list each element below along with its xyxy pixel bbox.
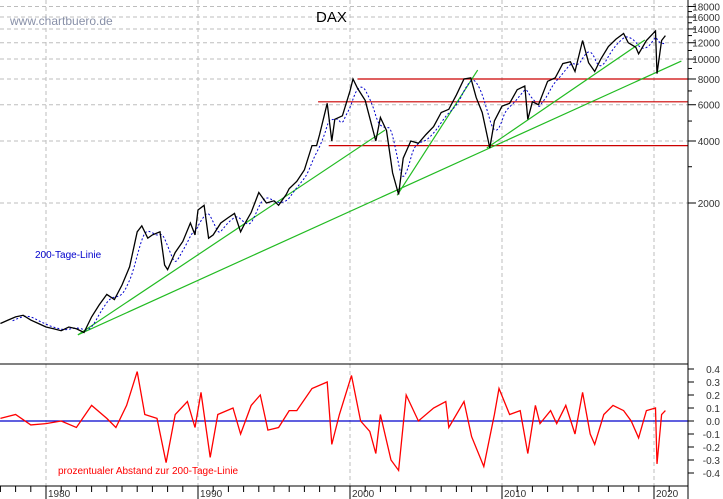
y-tick-label: 14000 (692, 25, 720, 36)
y-tick-label: 4000 (698, 137, 721, 148)
trendline (77, 129, 386, 336)
osc-tick-label: 0.2 (706, 391, 720, 402)
ma-200-line (12, 36, 666, 331)
chart-title: DAX (316, 9, 347, 26)
x-tick-label: 1990 (200, 489, 223, 499)
ma-label: 200-Tage-Linie (35, 250, 102, 261)
trendline (486, 39, 646, 149)
y-tick-label: 2000 (698, 199, 721, 210)
x-tick-label: 2020 (656, 489, 679, 499)
osc-tick-label: 0.0 (706, 417, 720, 428)
x-tick-label: 1980 (48, 489, 71, 499)
osc-tick-label: -0.3 (703, 456, 721, 467)
y-tick-label: 18000 (692, 2, 720, 13)
gridlines (0, 0, 688, 486)
y-tick-label: 8000 (698, 75, 721, 86)
x-tick-label: 2000 (352, 489, 375, 499)
price-axis-ticks: 2000 4000 6000 8000 10000 12000 14000160001800… (688, 2, 720, 210)
y-tick-label: 6000 (698, 101, 721, 112)
year-axis-ticks: 1980 1990 2000 2010 2020 (0, 486, 679, 499)
osc-tick-label: -0.4 (703, 469, 721, 480)
osc-tick-label: 0.4 (706, 365, 720, 376)
osc-tick-label: -0.2 (703, 443, 721, 454)
trendline (77, 60, 682, 336)
y-tick-label: 16000 (692, 13, 720, 24)
trendline (396, 69, 479, 196)
oscillator-label: prozentualer Abstand zur 200-Tage-Linie (58, 466, 239, 477)
x-tick-label: 2010 (504, 489, 527, 499)
oscillator-axis-ticks: 0.4 0.3 0.2 0.1 0.0 -0.1 -0.2 -0.3 -0.4 (688, 365, 720, 480)
osc-tick-label: 0.3 (706, 378, 720, 389)
price-line (0, 29, 666, 334)
y-tick-label: 12000 (692, 39, 720, 50)
y-tick-label: 10000 (692, 55, 720, 66)
oscillator-line (0, 371, 666, 473)
trendlines (77, 39, 682, 336)
horizontal-levels (318, 78, 688, 147)
watermark: www.chartbuero.de (9, 14, 113, 28)
osc-tick-label: -0.1 (703, 430, 721, 441)
osc-tick-label: 0.1 (706, 404, 720, 415)
